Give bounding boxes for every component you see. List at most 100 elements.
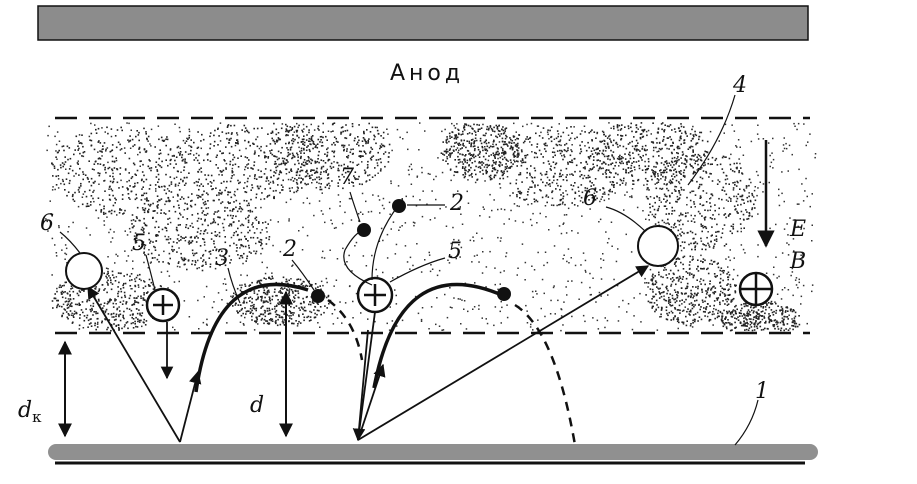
plasma-speckle xyxy=(660,172,662,174)
plasma-speckle xyxy=(783,200,785,203)
plasma-speckle xyxy=(737,212,739,214)
plasma-speckle xyxy=(421,166,423,169)
plasma-speckle xyxy=(778,204,781,207)
plasma-speckle xyxy=(116,129,119,131)
plasma-speckle xyxy=(680,234,682,237)
plasma-speckle xyxy=(730,225,733,227)
plasma-speckle xyxy=(667,289,669,292)
plasma-speckle xyxy=(505,167,508,169)
plasma-speckle xyxy=(731,170,734,172)
plasma-speckle xyxy=(93,182,95,184)
plasma-speckle xyxy=(152,210,155,212)
plasma-speckle xyxy=(268,236,271,238)
plasma-speckle xyxy=(668,299,670,301)
plasma-speckle xyxy=(654,173,656,175)
plasma-speckle xyxy=(289,126,292,128)
plasma-speckle xyxy=(580,162,582,164)
plasma-speckle xyxy=(571,230,573,232)
plasma-speckle xyxy=(113,210,116,213)
plasma-speckle xyxy=(657,127,660,129)
plasma-speckle xyxy=(111,168,113,170)
plasma-speckle xyxy=(365,152,367,155)
plasma-speckle xyxy=(166,200,168,203)
plasma-speckle xyxy=(565,176,567,178)
plasma-speckle xyxy=(399,226,401,228)
plasma-speckle xyxy=(688,313,690,315)
plasma-speckle xyxy=(129,135,131,137)
plasma-speckle xyxy=(514,160,516,163)
plasma-speckle xyxy=(223,180,225,183)
plasma-speckle xyxy=(281,123,284,125)
plasma-speckle xyxy=(339,201,341,203)
plasma-speckle xyxy=(318,161,320,164)
plasma-speckle xyxy=(322,136,324,139)
plasma-speckle xyxy=(179,154,181,156)
plasma-speckle xyxy=(517,142,519,145)
plasma-speckle xyxy=(269,219,272,221)
plasma-speckle xyxy=(138,146,141,149)
plasma-speckle xyxy=(201,223,204,226)
plasma-speckle xyxy=(692,218,695,220)
plasma-speckle xyxy=(237,166,240,168)
plasma-speckle xyxy=(660,162,663,164)
plasma-speckle xyxy=(717,179,719,181)
plasma-speckle xyxy=(163,185,166,187)
plasma-speckle xyxy=(282,186,284,188)
plasma-speckle xyxy=(493,168,496,171)
plasma-speckle xyxy=(510,161,512,164)
plasma-speckle xyxy=(656,142,658,144)
plasma-speckle xyxy=(593,192,596,194)
plasma-speckle xyxy=(380,227,383,230)
plasma-speckle xyxy=(732,228,735,230)
plasma-speckle xyxy=(592,184,595,186)
plasma-speckle xyxy=(660,174,662,176)
plasma-speckle xyxy=(450,242,452,245)
plasma-speckle xyxy=(319,136,322,138)
plasma-speckle xyxy=(609,138,611,140)
plasma-speckle xyxy=(175,156,178,158)
plasma-speckle xyxy=(348,254,350,257)
plasma-speckle xyxy=(647,160,650,163)
plasma-speckle xyxy=(586,163,589,165)
plasma-speckle xyxy=(490,154,493,156)
anode-plate xyxy=(37,5,809,41)
plasma-speckle xyxy=(660,315,662,318)
plasma-speckle xyxy=(533,167,536,169)
plasma-speckle xyxy=(463,125,466,127)
plasma-speckle xyxy=(604,193,606,195)
plasma-speckle xyxy=(611,183,613,186)
plasma-speckle xyxy=(224,206,226,209)
plasma-speckle xyxy=(742,248,745,251)
plasma-speckle xyxy=(111,169,114,172)
plasma-speckle xyxy=(493,126,495,129)
plasma-speckle xyxy=(635,161,638,163)
plasma-speckle xyxy=(663,130,665,133)
plasma-speckle xyxy=(80,182,82,185)
plasma-speckle xyxy=(414,222,416,224)
plasma-speckle xyxy=(148,159,150,161)
plasma-speckle xyxy=(134,173,136,176)
plasma-speckle xyxy=(635,124,638,126)
plasma-speckle xyxy=(239,284,241,286)
plasma-speckle xyxy=(204,174,206,176)
plasma-speckle xyxy=(637,178,640,181)
plasma-speckle xyxy=(628,153,630,156)
plasma-speckle xyxy=(652,277,654,279)
plasma-speckle xyxy=(676,198,679,201)
plasma-speckle xyxy=(69,179,71,182)
plasma-speckle xyxy=(61,249,63,251)
plasma-speckle xyxy=(674,222,676,225)
plasma-speckle xyxy=(95,128,97,131)
plasma-speckle xyxy=(195,180,198,183)
plasma-speckle xyxy=(493,161,496,164)
plasma-speckle xyxy=(570,257,572,259)
plasma-speckle xyxy=(147,165,150,168)
plasma-speckle xyxy=(781,171,783,173)
plasma-speckle xyxy=(592,167,594,169)
plasma-speckle xyxy=(710,240,712,243)
plasma-speckle xyxy=(652,141,654,143)
plasma-speckle xyxy=(200,183,203,185)
plasma-speckle xyxy=(458,133,460,136)
plasma-speckle xyxy=(717,297,720,299)
plasma-speckle xyxy=(712,324,714,326)
